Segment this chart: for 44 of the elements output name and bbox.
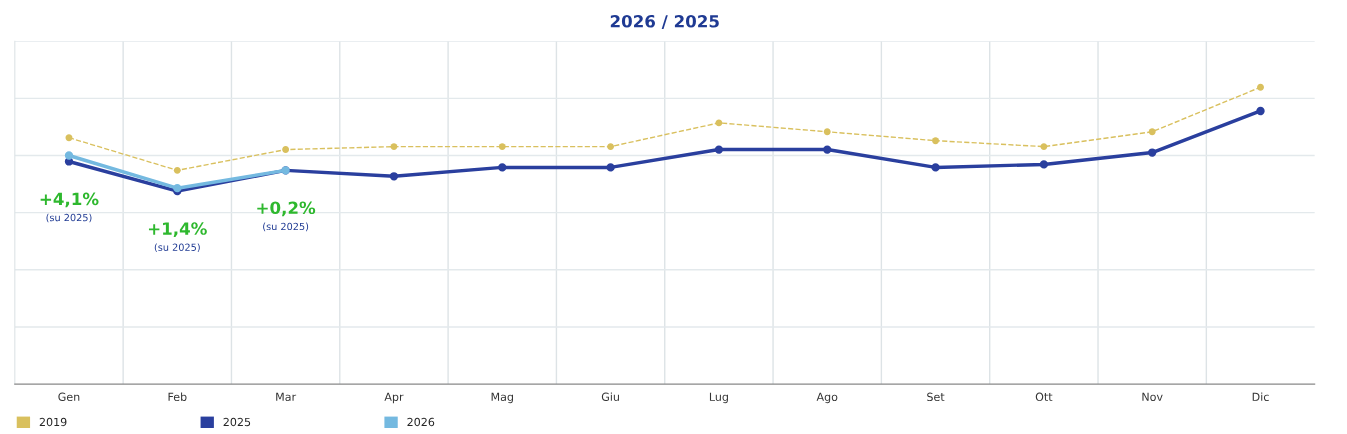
- annotation: +1,4%: [148, 222, 207, 237]
- x-tick-label: Feb: [168, 392, 187, 402]
- legend-label: 2025: [223, 417, 251, 427]
- point: [932, 137, 940, 145]
- point: [1257, 83, 1264, 91]
- x-tick-label: Mar: [276, 392, 297, 402]
- x-tick-label: Mag: [491, 392, 513, 404]
- point: [1148, 148, 1157, 157]
- point: [282, 146, 290, 154]
- annotation: +4,1%: [40, 192, 99, 208]
- x-tick-label: Ott: [1035, 392, 1053, 402]
- annotation: (su 2025): [46, 213, 92, 223]
- point: [390, 143, 398, 151]
- point: [498, 143, 506, 151]
- legend-label: 2026: [407, 417, 435, 427]
- x-tick-label: Lug: [709, 392, 728, 404]
- chart-title: 2026 / 2025: [610, 14, 719, 29]
- x-tick-label: Set: [927, 392, 945, 402]
- annotation: (su 2025): [263, 222, 309, 232]
- x-tick-label: Gen: [58, 392, 80, 402]
- annotation: +0,2%: [257, 201, 316, 217]
- point: [1148, 128, 1156, 136]
- point: [498, 163, 507, 172]
- point: [173, 166, 181, 174]
- x-tick-label: Giu: [601, 392, 619, 402]
- x-tick-label: Dic: [1252, 392, 1269, 402]
- point: [65, 134, 73, 142]
- x-tick-label: Apr: [384, 392, 404, 404]
- point: [931, 163, 940, 172]
- point: [823, 145, 832, 154]
- legend-label: 2019: [39, 417, 67, 427]
- x-tick-label: Nov: [1142, 392, 1163, 402]
- point: [1040, 143, 1048, 151]
- point: [1256, 106, 1265, 116]
- point: [823, 128, 831, 136]
- point: [64, 151, 74, 160]
- point: [389, 172, 399, 181]
- point: [715, 119, 723, 127]
- annotation: (su 2025): [154, 243, 200, 253]
- x-tick-label: Ago: [816, 392, 838, 404]
- point: [1039, 160, 1049, 169]
- point: [607, 143, 615, 151]
- point: [714, 145, 724, 154]
- point: [606, 163, 615, 172]
